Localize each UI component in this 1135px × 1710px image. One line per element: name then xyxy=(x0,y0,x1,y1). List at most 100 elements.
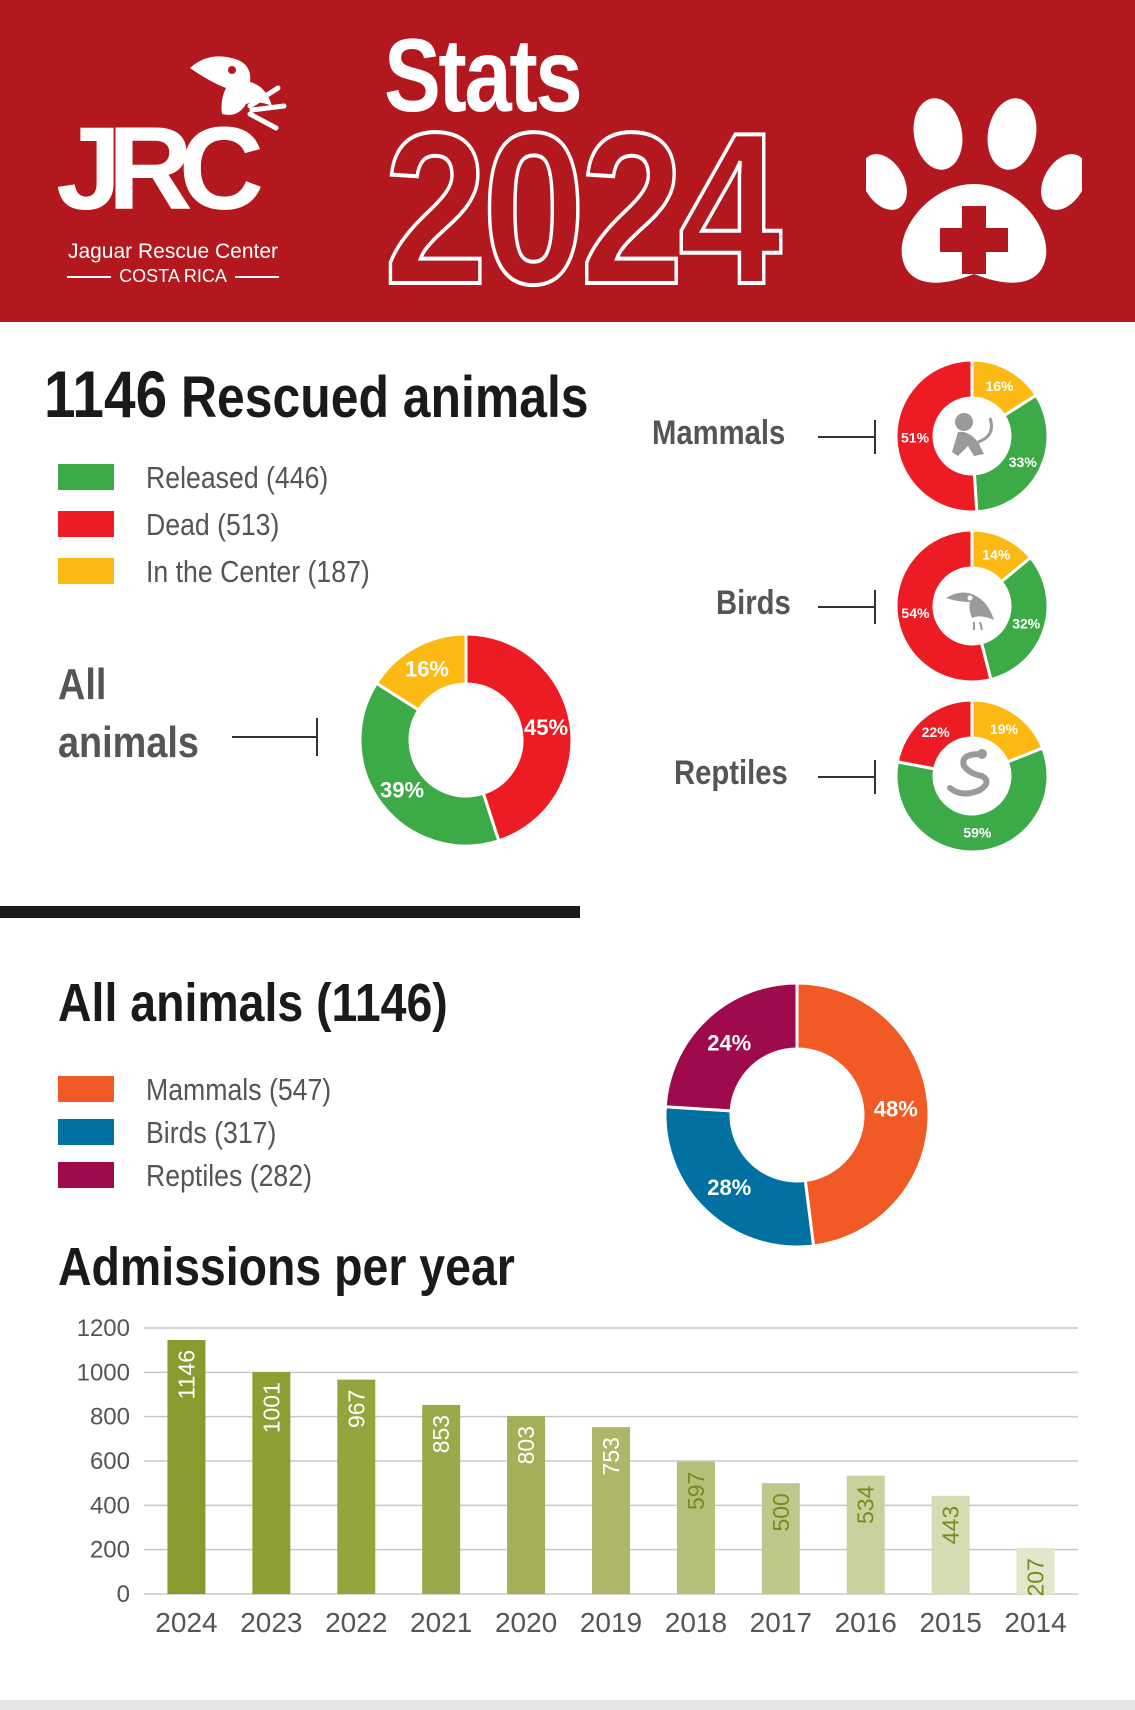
admissions-title: Admissions per year xyxy=(58,1237,515,1297)
jrc-logo: JRC Jaguar Rescue Center COSTA RICA xyxy=(52,48,312,288)
rescued-title: 1146 Rescued animals xyxy=(44,356,589,432)
y-tick-label: 1000 xyxy=(77,1359,130,1386)
bar-value-label-2023: 1001 xyxy=(258,1382,284,1433)
bar-2022 xyxy=(337,1379,376,1594)
bar-value-label-2014: 207 xyxy=(1023,1558,1049,1596)
legend-swatch-reptiles xyxy=(58,1162,114,1188)
birds-slice-dead xyxy=(894,528,993,684)
reptiles-connector-tick xyxy=(874,760,876,794)
x-tick-label-2022: 2022 xyxy=(325,1607,387,1638)
legend-label-reptiles: Reptiles (282) xyxy=(146,1158,312,1193)
species-label-mammals: 48% xyxy=(874,1096,918,1121)
rescued-label: Rescued animals xyxy=(181,365,589,430)
species-label-birds: 28% xyxy=(707,1175,751,1200)
x-tick-label-2021: 2021 xyxy=(410,1607,472,1638)
species-label-reptiles: 24% xyxy=(707,1031,751,1056)
mammals-connector-tick xyxy=(874,420,876,454)
all-animals-label-released: 39% xyxy=(380,777,424,802)
mammals-slice-released xyxy=(972,393,1050,514)
all-animals-connector-tick xyxy=(316,718,318,756)
mammals-slice-dead xyxy=(894,358,979,514)
donut-reptiles: 19% 59% 22% xyxy=(894,698,1050,854)
reptiles-label-in-the-center: 19% xyxy=(990,721,1019,737)
birds-connector-tick xyxy=(874,590,876,624)
legend-swatch-released xyxy=(58,464,114,490)
y-tick-label: 400 xyxy=(90,1492,130,1519)
all-animals-slice-dead xyxy=(464,632,574,843)
header-banner: JRC Jaguar Rescue Center COSTA RICA Stat… xyxy=(0,0,1135,322)
reptiles-label-dead: 22% xyxy=(922,724,951,740)
donut-all-animals: 45% 39% 16% xyxy=(358,632,574,848)
bar-2020 xyxy=(507,1416,546,1594)
legend-swatch-mammals xyxy=(58,1076,114,1102)
reptiles-connector xyxy=(818,776,874,778)
birds-slice-released xyxy=(979,555,1050,682)
legend-swatch-center xyxy=(58,558,114,584)
reptiles-label-released: 59% xyxy=(963,825,992,841)
all-animals-label: All animals xyxy=(58,656,199,772)
legend-label-center: In the Center (187) xyxy=(146,554,370,589)
bar-2019 xyxy=(592,1427,630,1594)
footer-bar xyxy=(0,1700,1135,1710)
bar-value-label-2021: 853 xyxy=(428,1415,454,1453)
y-tick-label: 200 xyxy=(90,1537,130,1564)
rescued-count: 1146 xyxy=(44,357,168,431)
legend-label-dead: Dead (513) xyxy=(146,507,280,542)
header-title-year: 2024 xyxy=(382,87,783,329)
all-animals-slice-in-the-center xyxy=(374,632,468,713)
x-tick-label-2016: 2016 xyxy=(835,1607,897,1638)
header-title-word: Stats xyxy=(384,18,583,134)
legend-swatch-birds xyxy=(58,1119,114,1145)
species-slice-birds xyxy=(663,1105,816,1249)
donut-species: 48% 28% 24% xyxy=(663,981,931,1249)
logo-org-name: Jaguar Rescue Center xyxy=(67,240,279,263)
x-tick-label-2015: 2015 xyxy=(919,1607,981,1638)
all-animals-label-line1: All xyxy=(58,660,107,709)
mammals-label: Mammals xyxy=(652,414,786,452)
all-animals-connector xyxy=(232,736,316,738)
reptiles-label: Reptiles xyxy=(674,754,788,792)
toucan-icon xyxy=(938,572,1006,640)
all-animals-slice-released xyxy=(358,681,501,848)
reptiles-slice-dead xyxy=(895,698,974,771)
y-tick-label: 1200 xyxy=(77,1315,130,1342)
bar-value-label-2018: 597 xyxy=(683,1472,709,1510)
paw-cross-icon xyxy=(866,98,1082,283)
bar-2017 xyxy=(761,1483,800,1594)
mammals-label-dead: 51% xyxy=(901,430,930,446)
section-divider xyxy=(0,906,580,918)
x-tick-label-2024: 2024 xyxy=(155,1607,217,1638)
bar-2018 xyxy=(676,1461,715,1594)
x-tick-label-2019: 2019 xyxy=(580,1607,642,1638)
bar-2021 xyxy=(422,1404,461,1594)
bar-value-label-2019: 753 xyxy=(598,1437,624,1475)
all-animals-label-in-the-center: 16% xyxy=(405,657,449,682)
snake-icon xyxy=(938,742,1006,810)
mammals-label-released: 33% xyxy=(1009,454,1038,470)
all-animals-label-line2: animals xyxy=(58,718,199,767)
bar-value-label-2024: 1146 xyxy=(173,1350,199,1399)
bar-value-label-2022: 967 xyxy=(343,1390,369,1428)
y-tick-label: 600 xyxy=(90,1448,130,1475)
bar-value-label-2015: 443 xyxy=(938,1506,964,1544)
bar-2015 xyxy=(931,1495,970,1594)
species-slice-reptiles xyxy=(663,981,799,1113)
reptiles-slice-released xyxy=(894,746,1050,854)
mammals-connector xyxy=(818,436,874,438)
legend-label-mammals: Mammals (547) xyxy=(146,1072,332,1107)
birds-label: Birds xyxy=(716,584,791,622)
species-title: All animals (1146) xyxy=(58,973,448,1033)
birds-label-released: 32% xyxy=(1012,616,1041,632)
donut-birds: 14% 32% 54% xyxy=(894,528,1050,684)
birds-label-dead: 54% xyxy=(901,605,930,621)
legend-label-released: Released (446) xyxy=(146,460,329,495)
bar-2023 xyxy=(252,1372,291,1594)
bar-value-label-2017: 500 xyxy=(768,1493,794,1531)
x-tick-label-2023: 2023 xyxy=(240,1607,302,1638)
x-tick-label-2018: 2018 xyxy=(665,1607,727,1638)
legend-swatch-dead xyxy=(58,511,114,537)
birds-connector xyxy=(818,606,874,608)
mammals-label-in-the-center: 16% xyxy=(985,378,1014,394)
logo-initials: JRC xyxy=(56,103,264,235)
